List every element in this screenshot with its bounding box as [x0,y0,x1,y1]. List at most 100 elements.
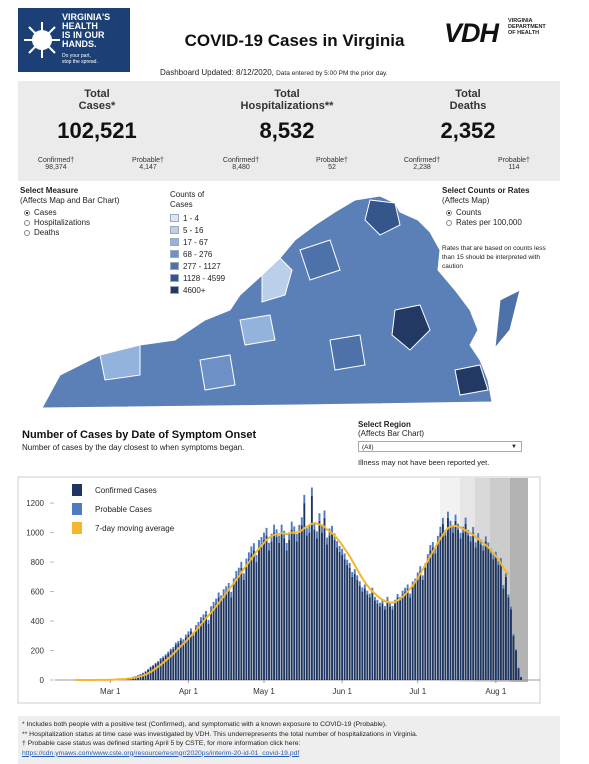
bar [343,559,346,680]
bar [300,525,303,680]
bar [177,640,180,644]
bar [512,635,515,680]
bar [242,573,245,580]
y-tick-label: 600 [31,588,45,597]
bar [230,597,233,680]
bar [499,557,502,563]
bar [421,579,424,680]
county [299,239,341,281]
bar [290,521,293,530]
radio-option[interactable]: Cases [24,208,119,218]
bar [459,532,462,539]
radio[interactable] [24,220,30,226]
radio-option[interactable]: Hospitalizations [24,218,119,228]
bar [220,595,223,601]
legend-label: 5 - 16 [183,226,204,235]
bar [207,623,210,680]
radio-option[interactable]: Counts [446,208,546,218]
logo-line: IS IN OUR [62,30,105,40]
bar [235,576,238,680]
radio[interactable] [446,210,452,216]
bar [215,603,218,680]
radio-option[interactable]: Rates per 100,000 [446,218,546,228]
logo-line: HANDS. [62,39,97,49]
bar [431,542,434,548]
bar [351,576,354,680]
note-line: Rates that are based on counts less [442,245,546,252]
bar [232,578,235,585]
bar [177,643,180,680]
bar [477,533,480,539]
bar [510,609,512,680]
sub-stat: Confirmed† 2,238 [392,157,452,171]
bar [489,553,492,680]
bar [507,597,510,680]
bar [189,631,192,680]
bar [429,550,432,680]
bar [426,554,429,560]
bar [318,520,321,680]
bar [474,547,477,680]
radio-option[interactable]: Deaths [24,228,119,238]
bar [494,551,497,557]
bar [187,631,190,635]
bar [361,587,364,592]
sub-stat: Confirmed† 8,480 [211,157,271,171]
bar [462,532,465,680]
sub-value: 4,147 [139,164,157,171]
radio[interactable] [446,220,452,226]
bar [326,537,328,545]
legend-label: 68 - 276 [183,250,213,259]
chart-subtitle: Number of cases by the day closest to wh… [22,443,244,452]
sub-stat: Probable† 52 [302,157,362,171]
bar [263,539,265,680]
bar [195,625,197,629]
map-legend: Counts of Cases 1 - 4 5 - 16 17 - 67 68 - 2… [170,190,225,296]
bar [275,537,278,680]
legend-label: Confirmed Cases [95,486,157,495]
bar [182,639,185,642]
bar [225,586,228,592]
sub-label: Probable† [498,157,530,164]
bar [305,535,308,680]
bar [242,579,245,680]
bar [182,641,185,680]
control-subtitle: (Affects Bar Chart) [358,429,425,438]
vdh-logo: VDH [444,18,499,48]
bar [235,570,238,577]
region-dropdown[interactable]: (All) ▼ [358,441,522,452]
radio[interactable] [24,210,30,216]
bar [245,558,248,566]
radio[interactable] [24,230,30,236]
bar [187,634,190,680]
logo-line: VIRGINIA'S [62,12,111,22]
sub-label: Confirmed† [403,157,441,164]
bar [164,655,167,680]
bar [247,552,250,560]
bar [212,606,215,680]
legend-swatch [170,238,179,246]
bar [504,576,507,680]
bar [217,597,220,680]
bar [389,606,391,680]
bar [200,617,202,622]
bar [411,585,414,680]
bar [457,529,459,680]
option-label: Hospitalizations [34,218,91,227]
bar [396,593,399,598]
sub-stat: Probable† 4,147 [118,157,178,171]
bar [179,637,182,641]
x-tick-label: May 1 [253,687,275,696]
bar [144,671,147,680]
region-control: Select Region (Affects Bar Chart) (All) ▼… [358,420,522,467]
sub-value: 2,238 [413,164,431,171]
bar [298,524,301,533]
bar [305,528,308,536]
bar [278,535,281,543]
bar [502,585,505,589]
bar [323,510,326,518]
bar [386,600,389,680]
sub-label: Confirmed† [37,157,75,164]
footnote-link[interactable]: https://cdn.ymaws.com/www.cste.org/resou… [22,749,300,757]
